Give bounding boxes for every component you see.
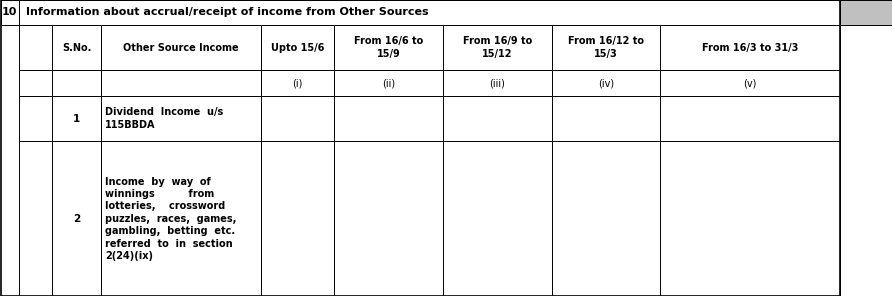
FancyBboxPatch shape <box>1 0 19 25</box>
Text: From 16/12 to
15/3: From 16/12 to 15/3 <box>568 36 644 59</box>
Text: (v): (v) <box>744 78 757 88</box>
FancyBboxPatch shape <box>660 70 840 96</box>
Text: 10: 10 <box>2 7 17 17</box>
FancyBboxPatch shape <box>442 96 551 141</box>
Text: From 16/9 to
15/12: From 16/9 to 15/12 <box>463 36 532 59</box>
FancyBboxPatch shape <box>19 141 52 296</box>
Text: From 16/3 to 31/3: From 16/3 to 31/3 <box>702 43 798 52</box>
FancyBboxPatch shape <box>660 96 840 141</box>
FancyBboxPatch shape <box>334 141 442 296</box>
Text: Upto 15/6: Upto 15/6 <box>271 43 324 52</box>
FancyBboxPatch shape <box>52 70 102 96</box>
Text: (iv): (iv) <box>598 78 614 88</box>
FancyBboxPatch shape <box>102 25 261 70</box>
Text: Other Source Income: Other Source Income <box>123 43 239 52</box>
Text: (ii): (ii) <box>382 78 395 88</box>
Text: 1: 1 <box>73 114 80 123</box>
FancyBboxPatch shape <box>52 141 102 296</box>
FancyBboxPatch shape <box>52 25 102 70</box>
FancyBboxPatch shape <box>551 96 660 141</box>
FancyBboxPatch shape <box>442 141 551 296</box>
Text: Information about accrual/receipt of income from Other Sources: Information about accrual/receipt of inc… <box>26 7 428 17</box>
FancyBboxPatch shape <box>334 96 442 141</box>
Text: Dividend  Income  u/s
115BBDA: Dividend Income u/s 115BBDA <box>105 107 223 130</box>
Text: (iii): (iii) <box>489 78 505 88</box>
FancyBboxPatch shape <box>261 70 334 96</box>
FancyBboxPatch shape <box>334 70 442 96</box>
FancyBboxPatch shape <box>261 25 334 70</box>
FancyBboxPatch shape <box>19 96 52 141</box>
FancyBboxPatch shape <box>551 141 660 296</box>
FancyBboxPatch shape <box>261 96 334 141</box>
FancyBboxPatch shape <box>660 25 840 70</box>
Text: 2: 2 <box>73 214 80 224</box>
FancyBboxPatch shape <box>19 70 52 96</box>
Text: From 16/6 to
15/9: From 16/6 to 15/9 <box>354 36 423 59</box>
FancyBboxPatch shape <box>19 0 840 25</box>
FancyBboxPatch shape <box>19 25 52 70</box>
FancyBboxPatch shape <box>442 70 551 96</box>
FancyBboxPatch shape <box>660 141 840 296</box>
FancyBboxPatch shape <box>551 25 660 70</box>
FancyBboxPatch shape <box>261 141 334 296</box>
FancyBboxPatch shape <box>102 70 261 96</box>
FancyBboxPatch shape <box>551 70 660 96</box>
FancyBboxPatch shape <box>442 25 551 70</box>
FancyBboxPatch shape <box>52 96 102 141</box>
Text: (i): (i) <box>293 78 302 88</box>
FancyBboxPatch shape <box>840 0 892 25</box>
FancyBboxPatch shape <box>102 141 261 296</box>
Text: S.No.: S.No. <box>62 43 91 52</box>
FancyBboxPatch shape <box>334 25 442 70</box>
FancyBboxPatch shape <box>102 96 261 141</box>
Text: Income  by  way  of
winnings          from
lotteries,    crossword
puzzles,  rac: Income by way of winnings from lotteries… <box>105 176 236 261</box>
